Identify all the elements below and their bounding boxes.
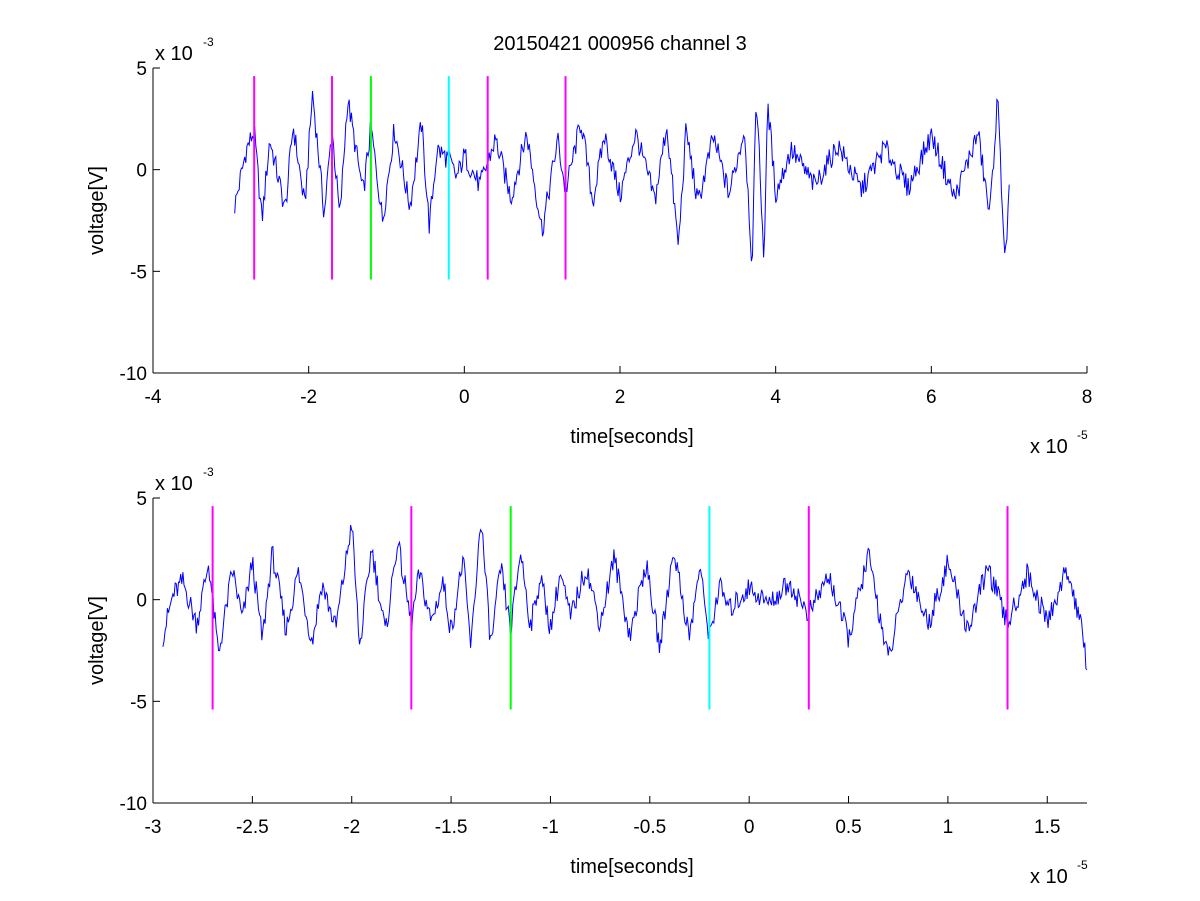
top-axes: -4 -2 0 2 4 6 8 -10 -5 0 5 time[seconds] voltage[V] x… xyxy=(86,35,1092,458)
x-tick-label: 0 xyxy=(459,387,470,408)
x-tick-label: 0 xyxy=(744,817,755,838)
x-exponent: -5 xyxy=(1077,428,1088,442)
x-axis-label: time[seconds] xyxy=(570,426,693,448)
x-exponent-label: x 10 xyxy=(1030,436,1068,458)
signal-trace xyxy=(162,524,1088,671)
y-tick-label: 0 xyxy=(136,591,147,612)
y-tick-label: 5 xyxy=(136,59,147,80)
x-tick-label: 4 xyxy=(770,387,781,408)
y-exponent: -3 xyxy=(203,35,214,49)
x-tick-label: 8 xyxy=(1082,387,1093,408)
y-exponent-label: x 10 xyxy=(155,43,193,65)
x-tick-label: -0.5 xyxy=(633,817,666,838)
x-tick-label: 0.5 xyxy=(835,817,861,838)
x-exponent-label: x 10 xyxy=(1030,866,1068,888)
x-tick-label: 1 xyxy=(943,817,954,838)
y-axis-label: voltage[V] xyxy=(86,596,108,685)
x-tick-label: -2 xyxy=(300,387,317,408)
x-tick-label: -1 xyxy=(542,817,559,838)
y-tick-label: -5 xyxy=(130,692,147,713)
x-tick-label: -2 xyxy=(343,817,360,838)
x-axis-label: time[seconds] xyxy=(570,856,693,878)
y-tick-label: 5 xyxy=(136,489,147,510)
y-exponent-label: x 10 xyxy=(155,473,193,495)
x-tick-label: 2 xyxy=(615,387,626,408)
bottom-axes: -3 -2.5 -2 -1.5 -1 -0.5 0 0.5 1 1.5 -10 -5 0 5 time[se… xyxy=(86,465,1088,888)
figure-title: 20150421 000956 channel 3 xyxy=(493,33,747,55)
y-axis-label: voltage[V] xyxy=(86,166,108,255)
y-tick-label: -10 xyxy=(120,794,147,815)
y-tick-label: -10 xyxy=(120,364,147,385)
x-tick-label: -2.5 xyxy=(236,817,269,838)
x-exponent: -5 xyxy=(1077,858,1088,872)
signal-trace xyxy=(234,90,1010,262)
x-tick-label: -1.5 xyxy=(435,817,468,838)
x-tick-label: -3 xyxy=(145,817,162,838)
y-exponent: -3 xyxy=(203,465,214,479)
x-tick-label: 6 xyxy=(926,387,937,408)
y-tick-label: 0 xyxy=(136,161,147,182)
x-tick-label: 1.5 xyxy=(1034,817,1060,838)
x-tick-label: -4 xyxy=(145,387,162,408)
y-tick-label: -5 xyxy=(130,262,147,283)
